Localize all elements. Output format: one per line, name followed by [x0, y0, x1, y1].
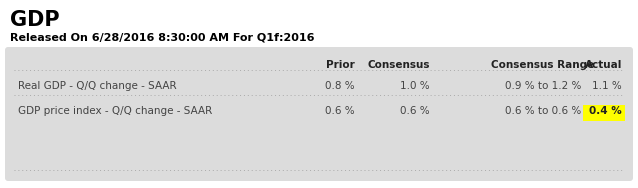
FancyBboxPatch shape: [5, 47, 633, 181]
Text: 0.6 %: 0.6 %: [325, 106, 355, 116]
Text: GDP: GDP: [10, 10, 59, 30]
Text: Released On 6/28/2016 8:30:00 AM For Q1f:2016: Released On 6/28/2016 8:30:00 AM For Q1f…: [10, 33, 315, 43]
Text: GDP price index - Q/Q change - SAAR: GDP price index - Q/Q change - SAAR: [18, 106, 212, 116]
Text: Prior: Prior: [326, 60, 355, 70]
Text: 1.0 %: 1.0 %: [401, 81, 430, 91]
Text: 1.1 %: 1.1 %: [592, 81, 622, 91]
Text: Consensus: Consensus: [367, 60, 430, 70]
Text: 0.9 % to 1.2 %: 0.9 % to 1.2 %: [505, 81, 581, 91]
Text: 0.6 % to 0.6 %: 0.6 % to 0.6 %: [505, 106, 581, 116]
Text: Real GDP - Q/Q change - SAAR: Real GDP - Q/Q change - SAAR: [18, 81, 177, 91]
Text: Consensus Range: Consensus Range: [491, 60, 595, 70]
FancyBboxPatch shape: [583, 105, 625, 121]
Text: Actual: Actual: [584, 60, 622, 70]
Text: 0.6 %: 0.6 %: [401, 106, 430, 116]
Text: 0.4 %: 0.4 %: [590, 106, 622, 116]
Text: 0.8 %: 0.8 %: [325, 81, 355, 91]
